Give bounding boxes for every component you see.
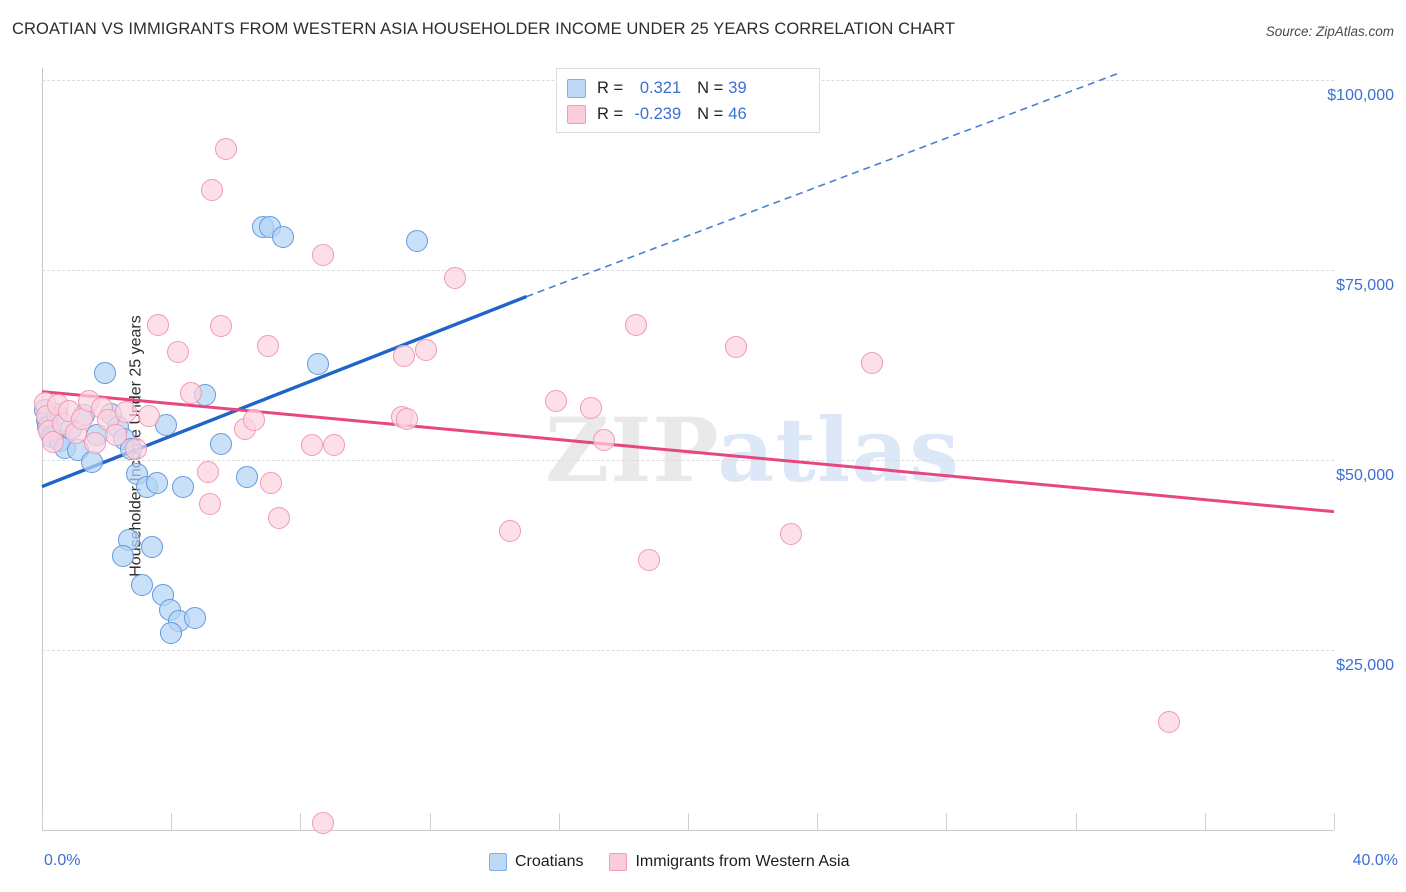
scatter-point[interactable] [197,461,220,484]
x-tick-28 [946,813,948,830]
scatter-point[interactable] [210,433,233,456]
n-label-croatians: N = [697,78,724,97]
y-axis-line [42,68,43,830]
scatter-point[interactable] [780,523,803,546]
x-tick-12 [429,813,431,830]
scatter-point[interactable] [131,574,154,597]
scatter-point[interactable] [84,432,107,455]
scatter-point[interactable] [81,451,104,474]
watermark-zip: ZIP [545,398,718,502]
scatter-point[interactable] [93,362,116,385]
gridline-50000 [42,460,1334,461]
scatter-point[interactable] [444,267,467,290]
x-tick-4 [171,813,173,830]
scatter-point[interactable] [179,382,202,405]
scatter-point[interactable] [395,407,418,430]
scatter-point[interactable] [300,433,323,456]
legend-swatch-croatians [567,78,586,98]
scatter-point[interactable] [171,476,194,499]
correlation-row-croatians: R = 0.321 N = 39 [567,75,809,101]
r-value-immigrants: -0.239 [634,104,682,123]
scatter-point[interactable] [257,335,280,357]
scatter-point[interactable] [638,549,661,572]
scatter-point[interactable] [215,138,238,161]
gridline-75000 [42,270,1334,271]
series-legend: Croatians Immigrants from Western Asia [489,850,875,874]
x-tick-36 [1204,813,1206,830]
x-axis-line [42,830,1334,831]
y-tick-label-25000: $25,000 [1336,657,1394,674]
x-tick-40 [1334,813,1335,830]
scatter-point[interactable] [242,408,265,431]
r-label-croatians: R = [597,78,624,97]
n-label-immigrants: N = [697,104,724,123]
scatter-point[interactable] [725,335,748,358]
scatter-point[interactable] [137,404,160,427]
scatter-point[interactable] [260,471,283,494]
scatter-point[interactable] [184,607,207,630]
r-value-croatians: 0.321 [639,78,682,97]
series-legend-swatch-croatians[interactable] [489,853,507,871]
scatter-point[interactable] [160,622,183,645]
scatter-point[interactable] [145,471,168,494]
scatter-point[interactable] [625,314,648,337]
x-tick-32 [1075,813,1077,830]
y-tick-label-100000: $100,000 [1327,87,1394,104]
y-tick-label-50000: $50,000 [1336,467,1394,484]
series-legend-swatch-immigrants[interactable] [609,853,628,871]
scatter-point[interactable] [198,493,221,516]
x-tick-24 [817,813,819,830]
correlation-legend: R = 0.321 N = 39 R = -0.239 N = 46 [556,68,820,133]
scatter-point[interactable] [268,506,291,529]
x-axis-min-label: 0.0% [44,852,81,869]
scatter-point[interactable] [593,429,616,452]
scatter-point[interactable] [155,414,178,437]
x-tick-8 [300,813,302,830]
scatter-point[interactable] [166,341,189,364]
scatter-point[interactable] [42,430,65,453]
n-value-immigrants: 46 [728,104,747,123]
scatter-point[interactable] [114,401,137,424]
scatter-point[interactable] [124,437,147,460]
scatter-point[interactable] [307,353,330,376]
scatter-point[interactable] [200,179,223,202]
x-tick-20 [688,813,689,830]
scatter-point[interactable] [323,433,346,456]
scatter-point[interactable] [111,544,134,567]
scatter-point[interactable] [499,519,522,542]
scatter-point[interactable] [210,315,233,338]
scatter-point[interactable] [147,313,170,336]
series-legend-label-immigrants[interactable]: Immigrants from Western Asia [635,853,850,870]
r-label-immigrants: R = [597,104,624,123]
page-title: CROATIAN VS IMMIGRANTS FROM WESTERN ASIA… [12,20,956,38]
series-legend-label-croatians[interactable]: Croatians [515,853,584,870]
scatter-point[interactable] [140,535,163,558]
scatter-point[interactable] [312,811,334,834]
scatter-point[interactable] [580,397,603,420]
scatter-point[interactable] [1158,711,1181,734]
scatter-point[interactable] [544,390,567,413]
legend-swatch-immigrants [567,104,586,124]
y-tick-label-75000: $75,000 [1336,277,1394,294]
scatter-point[interactable] [105,423,128,446]
scatter-point[interactable] [236,465,259,488]
gridline-25000 [42,650,1334,651]
scatter-point[interactable] [415,338,438,361]
source-attribution: Source: ZipAtlas.com [1265,24,1394,39]
scatter-point[interactable] [861,351,884,374]
x-tick-0 [42,813,43,830]
scatter-point[interactable] [271,225,294,248]
scatter-point[interactable] [312,243,334,266]
n-value-croatians: 39 [728,78,747,97]
scatter-point[interactable] [405,230,428,253]
scatter-point[interactable] [392,344,415,367]
x-tick-16 [558,813,560,830]
correlation-row-immigrants: R = -0.239 N = 46 [567,101,809,127]
x-axis-max-label: 40.0% [1352,852,1398,869]
watermark-atlas: atlas [717,398,960,502]
